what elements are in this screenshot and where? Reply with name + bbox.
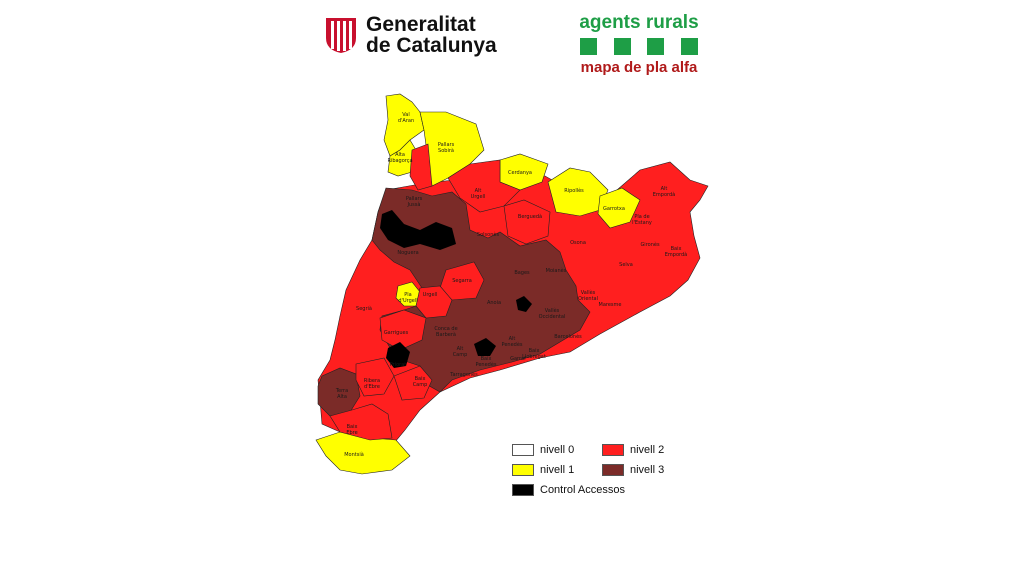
comarca-label: Selva xyxy=(619,262,633,268)
comarca-label: Anoia xyxy=(487,300,501,306)
comarca-label: Ripollès xyxy=(564,187,584,194)
comarca-label: Vallès Oriental xyxy=(578,289,598,302)
comarca-label: Baix Llobregat xyxy=(522,348,546,360)
comarca-label: Vallès Occidental xyxy=(539,307,566,320)
comarca-urgell xyxy=(415,285,453,319)
comarca-label: Baix Camp xyxy=(413,376,428,388)
comarca-label: Alt Urgell xyxy=(471,188,486,200)
comarca-label: Baix Empordà xyxy=(665,246,687,258)
generalitat-title: Generalitat de Catalunya xyxy=(366,14,497,56)
comarca-label: Ribera d'Ebre xyxy=(364,378,380,390)
generalitat-emblem-icon xyxy=(326,18,356,53)
comarca-label: Berguedà xyxy=(518,213,542,220)
legend-item-nivell-1: nivell 1 xyxy=(512,464,574,476)
comarca-label: Alt Penedès xyxy=(501,336,522,348)
legend-item-nivell-3: nivell 3 xyxy=(602,464,664,476)
comarca-label: Barcelonès xyxy=(554,333,582,340)
legend-swatch xyxy=(512,464,534,476)
comarca-red-strip xyxy=(409,143,433,191)
legend-swatch xyxy=(512,484,534,496)
legend-swatch xyxy=(602,464,624,476)
legend-swatch xyxy=(602,444,624,456)
comarca-label: Alt Empordà xyxy=(653,186,675,198)
green-square-icon xyxy=(613,38,631,55)
comarca-label: Priorat xyxy=(390,362,407,368)
map-legend: nivell 0 nivell 2 nivell 1 nivell 3 Cont… xyxy=(512,444,682,504)
comarca-label: Conca de Barberà xyxy=(434,326,457,338)
comarca-label: Montsià xyxy=(344,451,364,458)
green-square-icon xyxy=(680,38,698,55)
comarca-label: Pallars Jussà xyxy=(406,196,423,208)
comarca-label: Val d'Aran xyxy=(398,112,414,124)
comarca-bergueda xyxy=(503,199,551,245)
comarca-garrigues xyxy=(379,309,427,351)
legend-label: nivell 3 xyxy=(630,464,665,476)
legend-item-nivell-2: nivell 2 xyxy=(602,444,664,456)
comarca-label: Alt Camp xyxy=(453,346,468,358)
generalitat-logo: Generalitat de Catalunya xyxy=(324,14,497,56)
comarca-baix-ebre xyxy=(329,403,393,441)
comarca-label: Pla de l'Estany xyxy=(632,214,652,226)
comarca-label: Urgell xyxy=(423,292,438,298)
comarca-label: Baix Penedès xyxy=(475,356,496,368)
comarca-label: Osona xyxy=(570,240,586,246)
comarca-label: Pla d'Urgell xyxy=(398,292,417,304)
generalitat-line2: de Catalunya xyxy=(366,34,497,57)
legend-label: Control Accessos xyxy=(540,484,625,496)
map-subtitle: mapa de pla alfa xyxy=(580,59,698,76)
comarca-label: Maresme xyxy=(599,302,622,308)
comarca-label: Gironès xyxy=(640,241,660,248)
control-accessos-area xyxy=(380,210,456,250)
comarca-label: Cerdanya xyxy=(508,170,532,176)
legend-label: nivell 1 xyxy=(540,464,575,476)
legend-label: nivell 2 xyxy=(630,444,665,456)
comarca-label: Baix Ebre xyxy=(346,424,357,436)
comarca-ribera-d-ebre xyxy=(355,357,395,397)
comarca-label: Segrià xyxy=(356,305,372,312)
comarca-label: Pallars Sobirà xyxy=(438,142,455,154)
agents-rurals-title: agents rurals xyxy=(579,12,699,33)
comarca-label: Garrotxa xyxy=(603,206,625,212)
green-square-icon xyxy=(580,38,597,55)
generalitat-line1: Generalitat xyxy=(366,13,476,36)
comarca-label: Alta Ribagorça xyxy=(387,152,412,164)
legend-item-control-accessos: Control Accessos xyxy=(512,484,625,496)
green-square-icon xyxy=(647,38,665,55)
comarca-label: Bages xyxy=(514,270,530,276)
comarca-garrotxa xyxy=(597,187,641,229)
control-accessos-area xyxy=(516,296,532,312)
comarca-baix-camp xyxy=(393,365,433,401)
comarca-label: Garraf xyxy=(510,356,526,362)
comarca-label: Tarragonès xyxy=(449,371,478,378)
comarca-label: Solsonès xyxy=(477,231,500,238)
comarca-label: Segarra xyxy=(452,278,472,284)
legend-item-nivell-0: nivell 0 xyxy=(512,444,574,456)
comarca-label: Garrigues xyxy=(384,330,409,336)
legend-swatch xyxy=(512,444,534,456)
legend-label: nivell 0 xyxy=(540,444,575,456)
agents-rurals-logo: agents rurals mapa de pla alfa xyxy=(578,12,700,76)
control-accessos-area xyxy=(474,338,496,356)
comarca-labels: Val d'Aran Pallars Sobirà Alta Ribagorça Cerda… xyxy=(335,112,687,458)
control-accessos-area xyxy=(386,342,410,368)
comarca-label: Noguera xyxy=(397,250,418,256)
comarca-label: Moianès xyxy=(546,267,567,274)
agents-rurals-squares xyxy=(580,38,698,55)
comarca-label: Terra Alta xyxy=(335,388,348,400)
